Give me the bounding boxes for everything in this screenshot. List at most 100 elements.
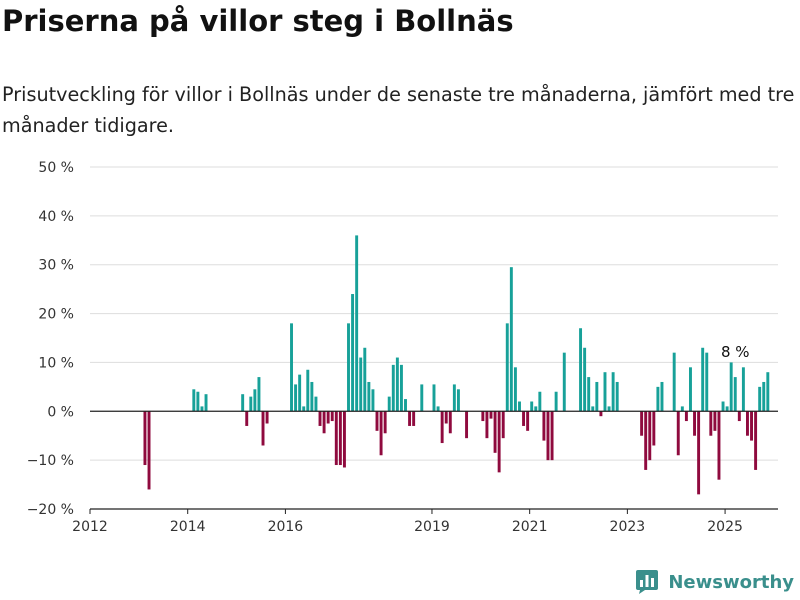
bar (689, 367, 692, 412)
latest-value-label: 8 % (721, 343, 750, 361)
bar (351, 294, 355, 412)
bar (754, 411, 758, 470)
bar (505, 323, 509, 412)
bar (648, 411, 652, 461)
bar (595, 381, 599, 412)
axis-layer: −20 % −10 % 0 % 10 % 20 % 30 % 40 % 50 % 2012 201… (27, 160, 778, 535)
bar (147, 411, 151, 490)
bar (509, 267, 513, 412)
bar (489, 411, 493, 419)
bar (542, 411, 546, 441)
bar (684, 411, 688, 422)
bar (375, 411, 379, 431)
y-tick-label: 30 % (38, 258, 74, 274)
x-tick-label: 2023 (610, 519, 646, 535)
bar (603, 372, 607, 412)
bar (660, 381, 664, 412)
bar (717, 411, 721, 480)
bar (750, 411, 753, 441)
page-title: Priserna på villor steg i Bollnäs (2, 4, 514, 38)
bar (497, 411, 501, 473)
bar (334, 411, 338, 466)
bar (705, 352, 709, 412)
bar (257, 377, 261, 412)
bar (652, 411, 656, 446)
brand-name: Newsworthy (668, 571, 794, 593)
bar (741, 367, 745, 412)
bar (587, 377, 591, 412)
bar (485, 411, 489, 439)
bar (404, 399, 407, 412)
bar (481, 411, 485, 422)
bar (318, 411, 322, 426)
bar (241, 394, 245, 412)
bar (196, 391, 200, 412)
bar (314, 396, 318, 412)
bar (676, 411, 680, 456)
bar (200, 406, 204, 412)
bar (448, 411, 452, 434)
bar (697, 411, 701, 495)
bar (493, 411, 497, 453)
bar (367, 381, 371, 412)
bar (408, 411, 412, 426)
bar (347, 323, 350, 412)
bar (579, 328, 583, 412)
bar (583, 347, 587, 412)
bar (562, 352, 566, 412)
bar (363, 347, 367, 412)
x-tick-label: 2019 (414, 519, 450, 535)
bar (713, 411, 717, 431)
y-tick-label: 40 % (38, 209, 74, 225)
bar (615, 381, 619, 412)
bar (762, 381, 766, 412)
bar (766, 372, 770, 412)
bar (501, 411, 505, 439)
bar (326, 411, 330, 424)
bar (294, 384, 298, 412)
bar (412, 411, 416, 426)
bar (522, 411, 526, 426)
bar (420, 384, 424, 412)
y-tick-label: 20 % (38, 307, 74, 323)
bar (249, 396, 253, 412)
bar (253, 389, 257, 412)
x-tick-label: 2012 (72, 519, 108, 535)
bar (452, 384, 456, 412)
bar (290, 323, 293, 412)
bar (383, 411, 387, 434)
bar (302, 406, 306, 412)
y-tick-label: −20 % (27, 502, 74, 518)
bar (432, 384, 436, 412)
bar (701, 347, 705, 412)
bar (693, 411, 697, 436)
bar (526, 411, 530, 431)
bar (709, 411, 713, 436)
bar (721, 401, 725, 412)
bar (204, 394, 208, 412)
bar (456, 389, 460, 412)
bar (298, 374, 302, 412)
bar (530, 401, 534, 412)
bar (546, 411, 550, 461)
y-tick-label: 0 % (47, 404, 74, 420)
bars-layer (143, 235, 770, 495)
bar (440, 411, 444, 444)
bar (355, 235, 359, 412)
bar (758, 386, 762, 412)
bar (265, 411, 269, 424)
bar (611, 372, 615, 412)
x-tick-label: 2014 (170, 519, 206, 535)
bar (534, 406, 538, 412)
bar (538, 391, 542, 412)
bar (656, 386, 660, 412)
bar (391, 364, 395, 412)
bar (518, 401, 521, 412)
bar (379, 411, 383, 456)
bar (672, 352, 676, 412)
bar (733, 377, 737, 412)
bar (322, 411, 326, 434)
bar (436, 406, 440, 412)
grid-layer (90, 166, 778, 510)
